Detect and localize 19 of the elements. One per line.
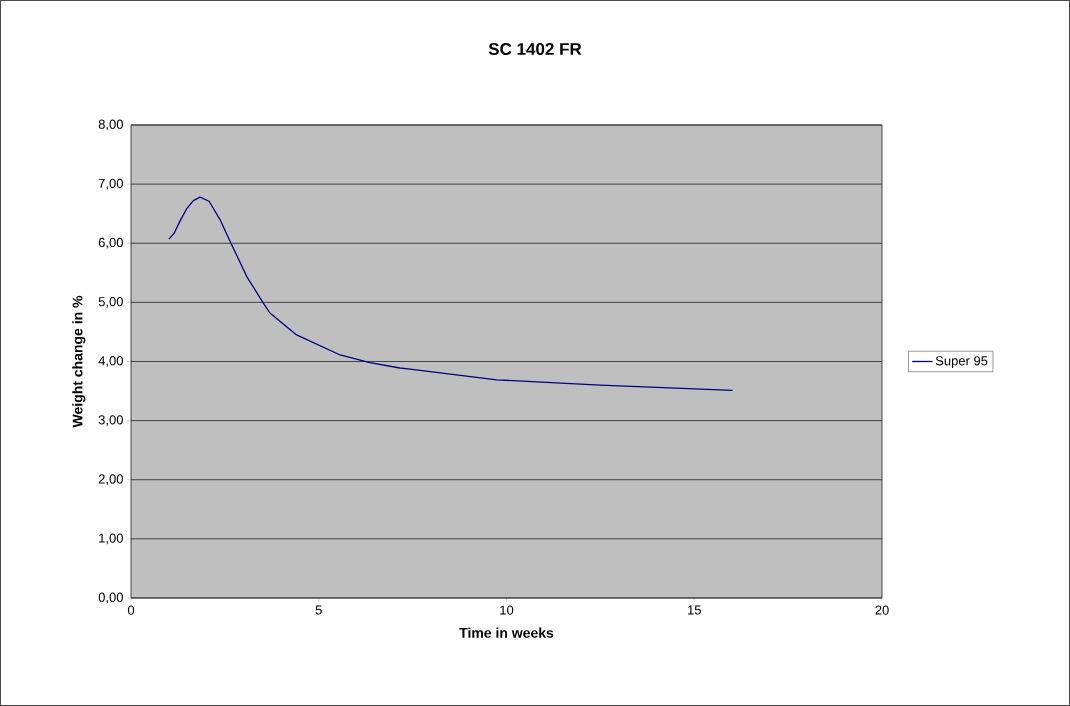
chart-title: SC 1402 FR <box>488 42 582 56</box>
y-tick-label: 3,00 <box>98 415 123 426</box>
x-tick-label: 20 <box>875 605 889 615</box>
y-tick-label: 7,00 <box>98 178 123 190</box>
legend-label: Super 95 <box>935 356 988 368</box>
y-tick-label: 6,00 <box>98 237 123 249</box>
y-tick-label: 4,00 <box>98 356 123 367</box>
x-tick-label: 15 <box>688 605 701 615</box>
x-tick-label: 10 <box>500 605 514 615</box>
x-tick-label: 0 <box>127 605 135 615</box>
y-tick-label: 0,00 <box>98 592 123 604</box>
y-tick-label: 8,00 <box>98 119 123 131</box>
y-tick-label: 1,00 <box>99 533 123 545</box>
y-tick-label: 5,00 <box>98 296 123 308</box>
y-axis-title: Weight change in % <box>72 295 86 428</box>
x-tick-label: 5 <box>315 605 322 615</box>
line-series <box>168 196 734 392</box>
x-axis-title: Time in weeks <box>459 627 554 638</box>
y-tick-label: 2,00 <box>98 474 123 486</box>
